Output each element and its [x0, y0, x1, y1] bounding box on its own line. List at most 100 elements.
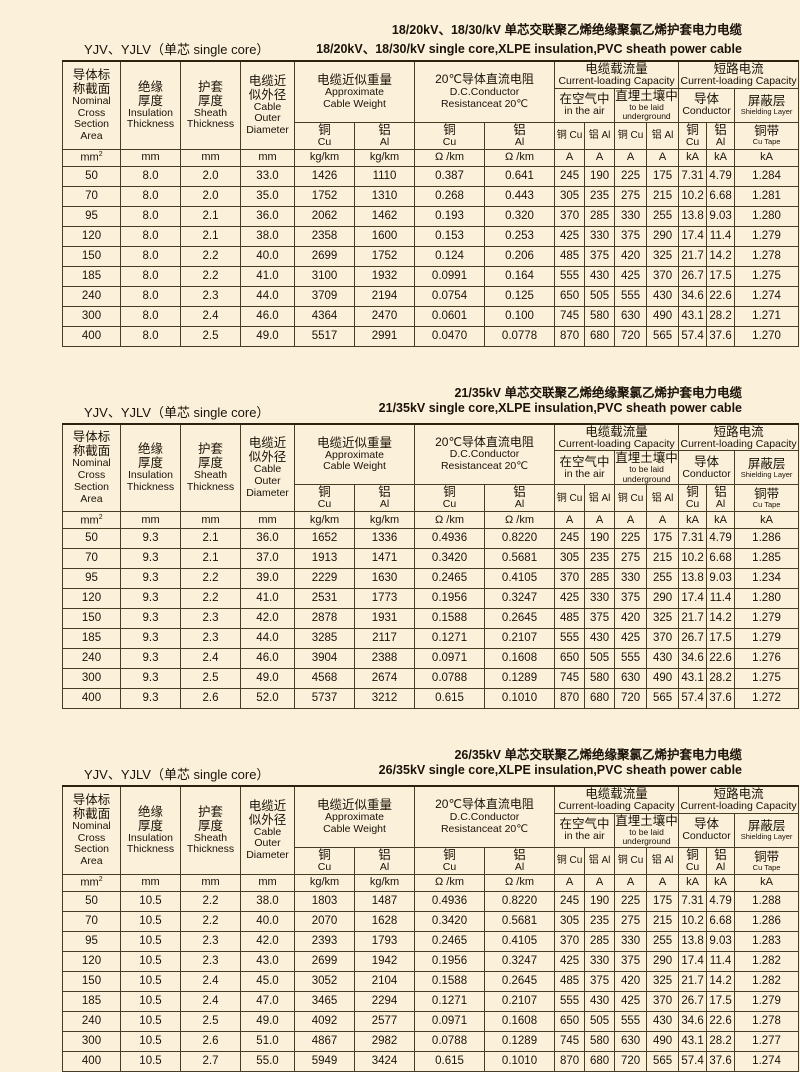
- table-cell: 630: [614, 305, 648, 327]
- unit-weight-cu: kg/km: [294, 873, 355, 892]
- table-cell: 2699: [294, 950, 355, 972]
- table-cell: 1.285: [734, 548, 800, 570]
- table-cell: 630: [614, 668, 648, 690]
- table-cell: 1.279: [734, 225, 800, 247]
- loading-en: Current-loading Capacity: [558, 75, 675, 87]
- table-cell: 745: [554, 1030, 586, 1052]
- table-cell: 28.2: [706, 668, 736, 690]
- table-cell: 0.1010: [484, 1050, 556, 1072]
- table-cell: 2062: [294, 205, 355, 227]
- table-cell: 8.0: [120, 205, 181, 227]
- table-cell: 37.0: [240, 548, 295, 570]
- col-cable-outer-diameter: 电缆近 似外径 Cable Outer Diameter: [240, 422, 295, 513]
- subgroup-in-the-air: 在空气中 in the air: [554, 812, 616, 848]
- weight-cu-en: Cu: [317, 860, 332, 873]
- table-cell: 370: [554, 205, 586, 227]
- table-cell: 3052: [294, 970, 355, 992]
- short-cn: 短路电流: [713, 424, 764, 439]
- resistance-cn: 20℃导体直流电阻: [435, 797, 534, 812]
- table-row: 50 9.3 2.1 36.0 1652 1336 0.4936 0.8220 245 190 22…: [62, 528, 800, 550]
- table-cell: 0.4936: [414, 528, 486, 550]
- col-sc-cu-tape: 铜带 Cu Tape: [734, 846, 800, 875]
- table-cell: 36.0: [240, 528, 295, 550]
- air-cn: 在空气中: [559, 454, 610, 469]
- table-row: 185 9.3 2.3 44.0 3285 2117 0.1271 0.2107 555 430 4…: [62, 628, 800, 650]
- table-cell: 17.4: [678, 225, 708, 247]
- subgroup-shielding-layer: 屏蔽层 Shielding Layer: [734, 450, 800, 486]
- table-cell: 21.7: [678, 970, 708, 992]
- table-cell: 2.4: [180, 648, 241, 670]
- shielding-en: Shielding Layer: [740, 832, 793, 842]
- outer-en-1: Cable: [253, 100, 282, 113]
- unit-mm2-text: mm: [80, 151, 99, 164]
- col-weight-al: 铝 Al: [353, 484, 416, 513]
- table-cell: 0.100: [484, 305, 556, 327]
- unit-sc-cu: kA: [678, 148, 708, 167]
- table-cell: 2.0: [180, 165, 241, 187]
- table-cell: 580: [584, 305, 616, 327]
- table-cell: 2878: [294, 608, 355, 630]
- table-cell: 1.275: [734, 668, 800, 690]
- table-cell: 190: [584, 890, 616, 912]
- table-cell: 8.0: [120, 185, 181, 207]
- weight-cu-en: Cu: [317, 498, 332, 511]
- table-cell: 49.0: [240, 1010, 295, 1032]
- weight-cu-en: Cu: [317, 135, 332, 148]
- col-nominal-cross-section: 导体标 称截面 Nominal Cross Section Area: [62, 59, 121, 150]
- table-cell: 44.0: [240, 285, 295, 307]
- nominal-cn-2: 称截面: [72, 81, 111, 96]
- weight-en-1: Approximate: [325, 811, 384, 824]
- table-cell: 720: [614, 325, 648, 347]
- table-cell: 17.5: [706, 265, 736, 287]
- table-cell: 505: [584, 1010, 616, 1032]
- table-row: 240 10.5 2.5 49.0 4092 2577 0.0971 0.1608 650 505…: [62, 1010, 800, 1032]
- table-cell: 47.0: [240, 990, 295, 1012]
- ground-cu-label: 铜 Cu: [617, 855, 644, 867]
- unit-air-al: A: [584, 511, 616, 530]
- table-cell: 400: [62, 325, 121, 347]
- unit-mm2-sup: 2: [98, 513, 103, 521]
- table-cell: 1.284: [734, 165, 800, 187]
- table-cell: 630: [614, 1030, 648, 1052]
- col-insulation-thickness: 绝缘 厚度 Insulation Thickness: [120, 59, 181, 150]
- table-cell: 300: [62, 668, 121, 690]
- table-cell: 10.2: [678, 548, 708, 570]
- table-cell: 2117: [353, 628, 416, 650]
- table-cell: 0.8220: [484, 890, 556, 912]
- unit-mm2-text: mm: [80, 514, 99, 527]
- sc-al-en: Al: [715, 860, 726, 873]
- table-cell: 1487: [353, 890, 416, 912]
- table-cell: 43.1: [678, 305, 708, 327]
- table-cell: 175: [646, 528, 680, 550]
- table-cell: 0.1608: [484, 648, 556, 670]
- table-cell: 0.153: [414, 225, 486, 247]
- table-cell: 375: [584, 245, 616, 267]
- table-cell: 680: [584, 1050, 616, 1072]
- table-cell: 2393: [294, 930, 355, 952]
- weight-al-cn: 铝: [378, 847, 391, 862]
- table-cell: 185: [62, 265, 121, 287]
- table-cell: 2.3: [180, 608, 241, 630]
- table-cell: 17.5: [706, 990, 736, 1012]
- table-cell: 2.2: [180, 890, 241, 912]
- cutape-cn: 铜带: [754, 849, 780, 864]
- header-row-3: 铜 Cu 铝 Al 铜 Cu 铝 Al 铜 Cu: [63, 121, 800, 150]
- table-cell: 95: [62, 205, 121, 227]
- table-cell: 10.5: [120, 990, 181, 1012]
- table-cell: 330: [614, 205, 648, 227]
- table-cell: 17.5: [706, 628, 736, 650]
- table-cell: 0.5681: [484, 548, 556, 570]
- table-header: 导体标 称截面 Nominal Cross Section Area 绝缘 厚度…: [62, 59, 800, 167]
- table-row: 120 10.5 2.3 43.0 2699 1942 0.1956 0.3247 425 330…: [62, 950, 800, 972]
- nominal-cn-1: 导体标: [72, 67, 111, 82]
- res-cu-cn: 铜: [443, 122, 456, 137]
- series-label: YJV、YJLV（单芯 single core）: [84, 42, 270, 57]
- ground-al-label: 铝 Al: [651, 492, 674, 504]
- col-weight-al: 铝 Al: [353, 121, 416, 150]
- table-cell: 1.278: [734, 245, 800, 267]
- table-cell: 175: [646, 165, 680, 187]
- table-cell: 0.5681: [484, 910, 556, 932]
- col-resistance-al: 铝 Al: [484, 484, 556, 513]
- table-cell: 1752: [294, 185, 355, 207]
- table-cell: 1.270: [734, 325, 800, 347]
